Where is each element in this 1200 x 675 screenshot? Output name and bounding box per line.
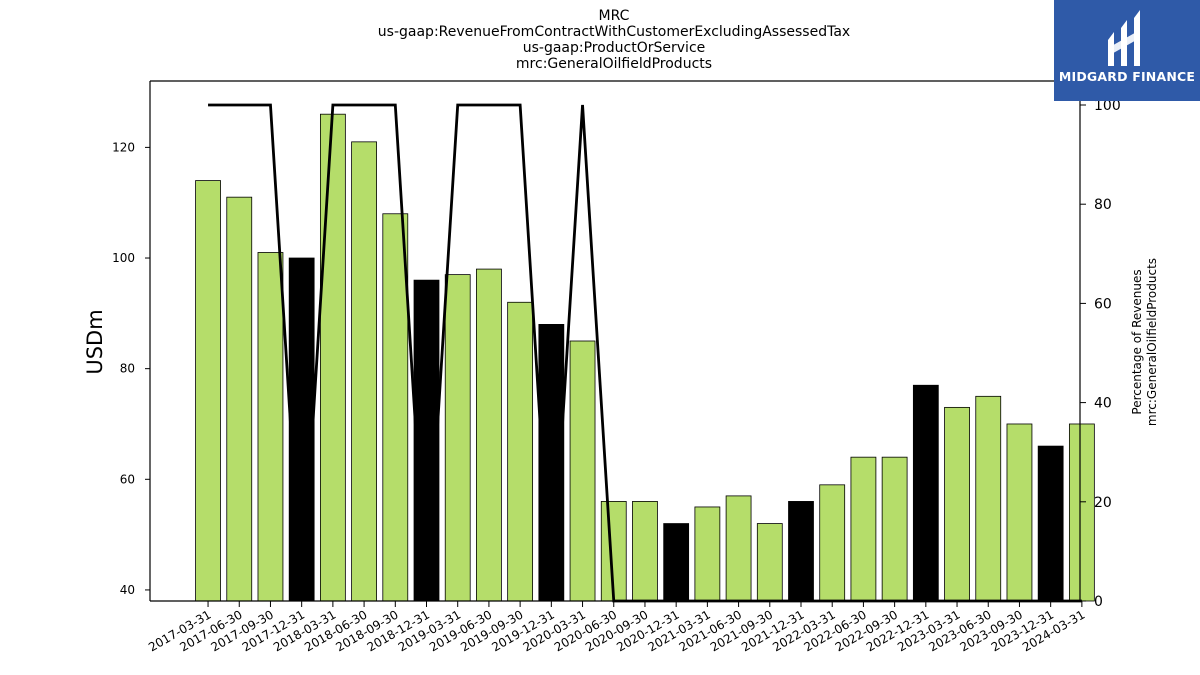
bar-2017-12-31 [288, 257, 315, 602]
y-tick-label: 100 [112, 251, 135, 265]
y-tick-label: 60 [120, 472, 135, 486]
y-tick-label: 40 [120, 583, 135, 597]
bar-2018-06-30 [351, 141, 377, 602]
bars [195, 113, 1095, 602]
bar-2020-09-30 [632, 501, 658, 602]
y2-tick-label: 20 [1094, 495, 1112, 511]
bar-2020-03-31 [569, 340, 596, 602]
y-axis-label: USDm [83, 309, 107, 374]
bar-2021-03-31 [694, 506, 721, 602]
y2-tick-label: 0 [1094, 594, 1103, 610]
bar-2022-09-30 [881, 456, 908, 602]
bar-2019-03-31 [444, 274, 471, 602]
logo-text: MIDGARD FINANCE [1058, 69, 1196, 84]
bar-2019-06-30 [476, 268, 502, 602]
y2-axis-label-line2: mrc:GeneralOilfieldProducts [1145, 258, 1159, 426]
y-tick-label: 80 [120, 362, 135, 376]
bar-2021-06-30 [725, 495, 752, 602]
bar-2020-06-30 [600, 501, 627, 602]
y2-tick-label: 60 [1094, 296, 1112, 312]
title-line-0: MRC [599, 8, 630, 24]
bar-2022-12-31 [912, 384, 939, 602]
y-tick-label: 120 [112, 140, 135, 154]
bar-2017-03-31 [195, 180, 221, 602]
bar-2024-03-31 [1068, 423, 1095, 602]
bar-2021-09-30 [756, 523, 783, 602]
bar-2019-09-30 [507, 301, 534, 602]
logo-icon [1108, 10, 1140, 66]
title-line-3: mrc:GeneralOilfieldProducts [516, 56, 712, 72]
bar-2018-12-31 [413, 279, 440, 602]
bar-2023-06-30 [975, 395, 1002, 602]
bar-2018-03-31 [319, 113, 346, 602]
y2-tick-label: 80 [1094, 197, 1112, 213]
chart-title: MRCus-gaap:RevenueFromContractWithCustom… [378, 8, 850, 72]
bar-2023-09-30 [1006, 423, 1033, 602]
bar-2021-12-31 [788, 501, 814, 602]
title-line-1: us-gaap:RevenueFromContractWithCustomerE… [378, 24, 850, 40]
bar-2018-09-30 [382, 213, 409, 602]
y2-tick-label: 100 [1094, 98, 1121, 114]
bar-2022-06-30 [850, 456, 877, 602]
bar-2022-03-31 [819, 484, 846, 602]
logo: MIDGARD FINANCE [1054, 0, 1200, 101]
bar-2017-06-30 [226, 196, 253, 602]
y2-tick-label: 40 [1094, 396, 1112, 412]
bar-2020-12-31 [663, 523, 690, 602]
title-line-2: us-gaap:ProductOrService [523, 40, 706, 56]
y2-axis-label-line1: Percentage of Revenues [1130, 269, 1144, 414]
bar-2017-09-30 [257, 252, 284, 602]
bar-2023-12-31 [1037, 445, 1064, 602]
bar-2023-03-31 [944, 406, 970, 602]
